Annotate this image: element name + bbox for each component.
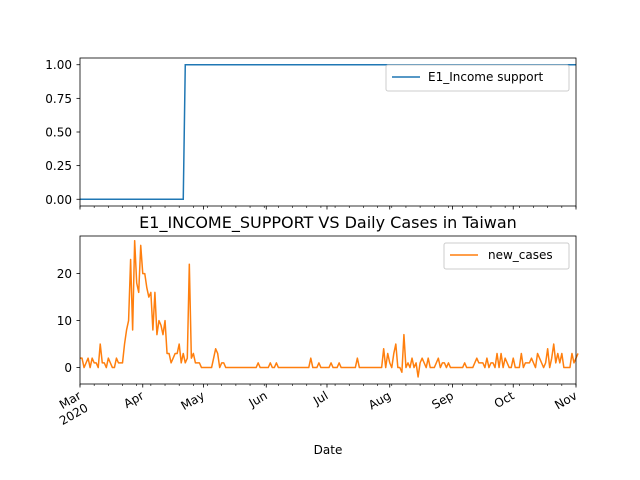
bottom-plot-frame [79, 235, 577, 385]
bottom-series-layer [80, 239, 579, 378]
top-legend: E1_Income support [385, 64, 570, 92]
top-legend-box [385, 64, 570, 92]
top-y-tick-label: 1.00 [45, 58, 72, 72]
top-series-layer [80, 63, 576, 201]
top-y-tick-label: 0.00 [45, 193, 72, 207]
bottom-legend: new_cases [443, 242, 570, 270]
bottom-legend-box [443, 242, 570, 270]
top-y-tick-label: 0.50 [45, 126, 72, 140]
top-x-axis [79, 206, 577, 210]
bottom-y-tick-label: 20 [57, 267, 72, 281]
top-legend-label: E1_Income support [428, 70, 544, 84]
top-y-axis: 0.00 0.25 0.50 0.75 1.00 [45, 58, 80, 207]
bottom-x-tick-label: Jul [310, 388, 330, 408]
top-subplot: 0.00 0.25 0.50 0.75 1.00 E1_Income support [45, 57, 577, 210]
bottom-y-tick-label: 0 [64, 361, 72, 375]
bottom-y-axis: 0 10 20 [57, 267, 80, 375]
bottom-y-tick-label: 10 [57, 314, 72, 328]
series-line-new-cases [80, 239, 579, 378]
chart-title: E1_INCOME_SUPPORT VS Daily Cases in Taiw… [139, 213, 517, 233]
bottom-legend-label: new_cases [488, 248, 553, 262]
top-y-tick-label: 0.25 [45, 159, 72, 173]
series-line-e1-income-support [80, 63, 576, 201]
top-y-tick-label: 0.75 [45, 92, 72, 106]
x-axis-label: Date [314, 443, 343, 457]
